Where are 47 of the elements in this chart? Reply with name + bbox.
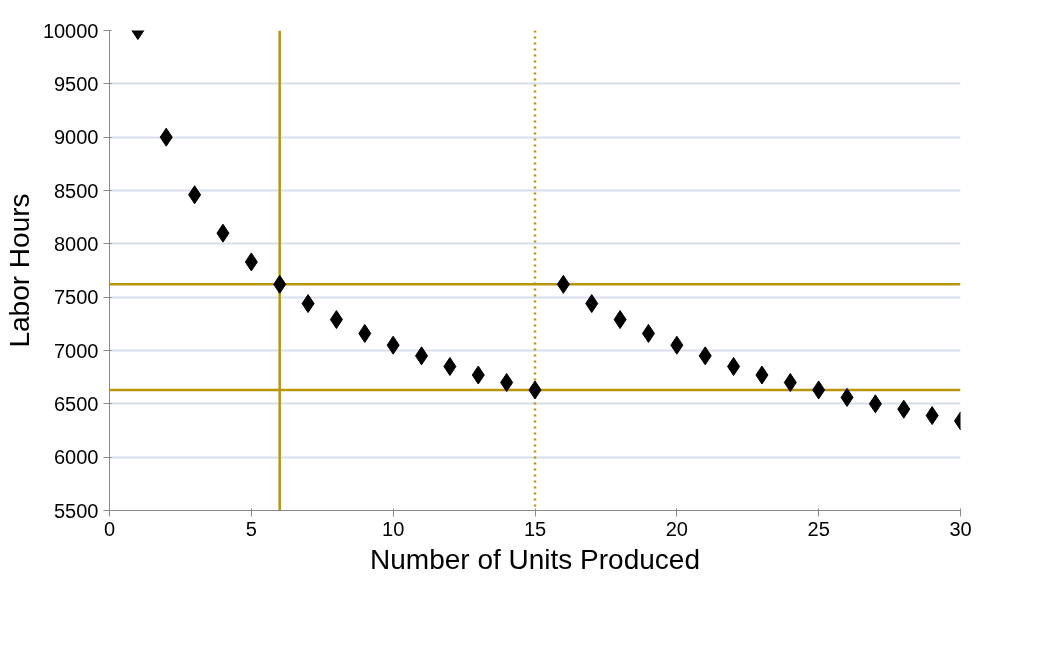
point (556, 274, 570, 294)
point (301, 294, 315, 314)
point (727, 357, 741, 376)
x-tick-label: 25 (807, 517, 830, 540)
point (670, 335, 684, 355)
point (698, 346, 712, 366)
point (868, 394, 882, 414)
point (613, 310, 627, 330)
x-axis-title: Number of Units Produced (370, 543, 700, 575)
point (159, 127, 173, 147)
point (188, 185, 202, 205)
point (216, 223, 230, 243)
point (244, 252, 258, 272)
y-tick-label: 7500 (54, 286, 99, 309)
y-axis-title: Labor Hours (3, 193, 35, 348)
point (585, 294, 599, 314)
point (273, 274, 287, 294)
x-tick-label: 0 (103, 517, 116, 540)
point (358, 323, 372, 343)
point (755, 365, 769, 385)
y-tick-label: 10000 (42, 19, 99, 42)
point (528, 380, 542, 400)
point (925, 406, 939, 426)
point (897, 399, 911, 419)
x-tick-label: 5 (245, 517, 257, 540)
y-tick-label: 5500 (54, 499, 99, 522)
point (415, 346, 429, 366)
point (471, 365, 485, 385)
x-tick-label: 20 (665, 517, 688, 540)
x-tick-label: 30 (949, 517, 972, 540)
point (783, 373, 797, 392)
point (386, 335, 400, 355)
point (329, 310, 343, 330)
x-tick-label: 10 (382, 517, 405, 540)
y-tick-label: 6500 (54, 392, 99, 415)
point (641, 323, 655, 343)
x-tick-label: 15 (523, 517, 547, 540)
y-tick-label: 9500 (54, 72, 99, 95)
y-tick-label: 8000 (54, 232, 99, 255)
y-tick-label: 6000 (54, 446, 99, 469)
point (500, 373, 514, 392)
point (443, 357, 457, 376)
y-tick-label: 9000 (54, 126, 99, 149)
point (812, 380, 826, 400)
point (840, 387, 854, 407)
y-tick-label: 8500 (54, 179, 99, 202)
y-tick-label: 7000 (54, 339, 99, 362)
